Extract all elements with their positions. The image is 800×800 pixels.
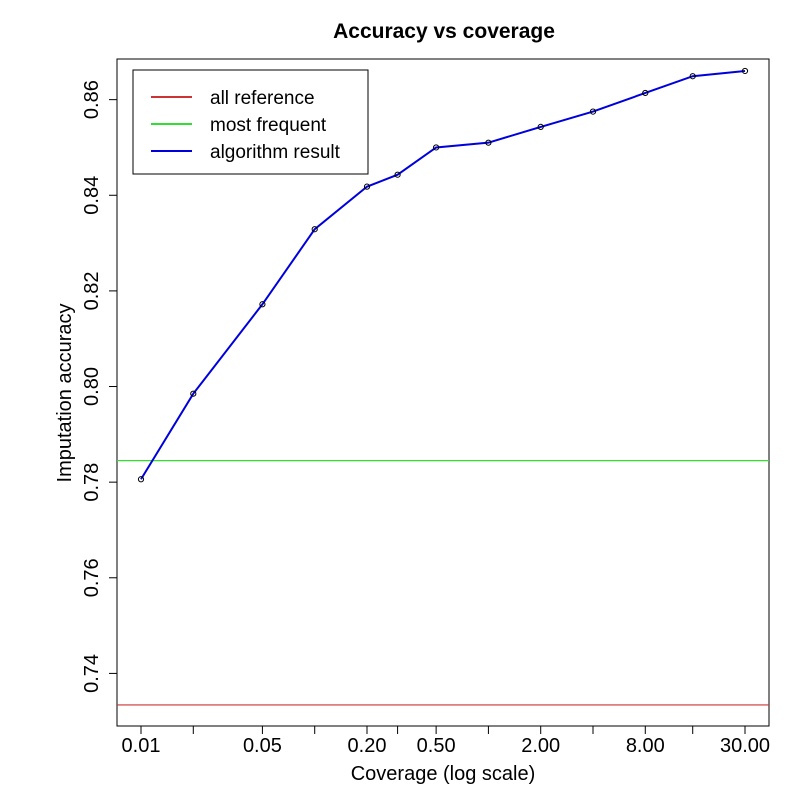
y-tick-label: 0.82 [81, 271, 103, 310]
data-point [311, 226, 318, 233]
y-tick-label: 0.74 [81, 654, 103, 693]
y-axis-label: Imputation accuracy [54, 304, 76, 483]
data-point [589, 108, 597, 115]
x-tick-label: 0.05 [243, 735, 282, 757]
x-tick-label: 8.00 [626, 735, 665, 757]
data-point [137, 476, 145, 483]
y-tick-label: 0.86 [81, 80, 103, 119]
legend-label: algorithm result [210, 142, 341, 163]
x-tick-label: 0.20 [348, 735, 387, 757]
data-point [363, 183, 371, 190]
y-tick-label: 0.78 [81, 463, 103, 502]
plot-area-frame [116, 58, 770, 727]
x-tick-label: 2.00 [521, 735, 560, 757]
data-point [433, 144, 440, 151]
data-point [485, 139, 492, 146]
x-axis-label: Coverage (log scale) [351, 763, 536, 785]
data-point [741, 67, 749, 75]
legend-label: all reference [210, 88, 315, 109]
data-point [259, 301, 266, 308]
y-tick-label: 0.80 [81, 367, 103, 406]
data-point [642, 89, 649, 97]
legend-box [132, 69, 369, 175]
x-tick-label: 0.50 [417, 735, 456, 757]
data-point [394, 171, 401, 178]
series-line-algorithm-result [140, 69, 746, 480]
data-point [537, 123, 544, 130]
x-tick-label: 30.00 [720, 735, 770, 757]
y-tick-label: 0.76 [81, 558, 103, 597]
data-point [689, 73, 696, 80]
legend: all reference most frequent algorithm resu… [132, 69, 369, 175]
chart-title: Accuracy vs coverage [333, 20, 555, 43]
legend-label: most frequent [210, 115, 327, 136]
data-point [190, 390, 197, 397]
x-tick-label: 0.01 [122, 735, 161, 757]
y-tick-label: 0.84 [81, 176, 103, 215]
